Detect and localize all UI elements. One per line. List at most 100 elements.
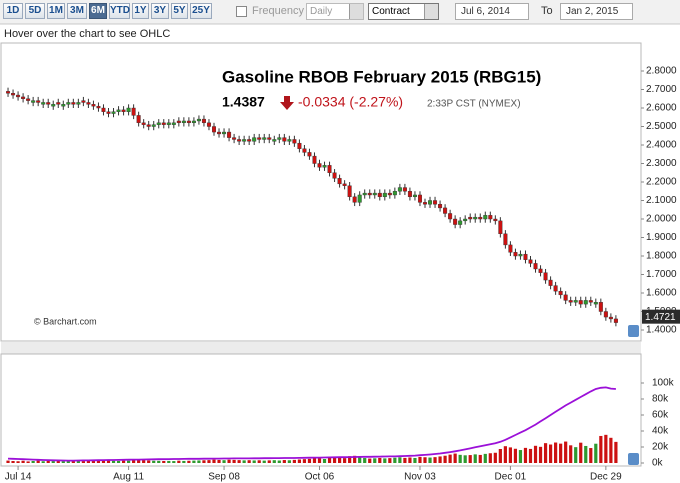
volume-bar	[162, 461, 166, 463]
candle-body	[111, 111, 116, 114]
volume-bar	[589, 448, 593, 463]
candle-body	[237, 139, 242, 142]
range-button[interactable]: 5D	[25, 3, 45, 19]
open-interest-line	[7, 386, 616, 462]
candle-body	[317, 163, 322, 168]
candle-body	[176, 120, 181, 124]
volume-bar	[343, 458, 347, 463]
volume-bar	[363, 458, 367, 463]
volume-bar	[418, 456, 422, 463]
candle-body	[468, 216, 473, 220]
range-button[interactable]: YTD	[109, 3, 130, 19]
volume-bar	[579, 442, 583, 463]
volume-tick-label: 60k	[652, 410, 669, 421]
volume-bar	[383, 458, 387, 463]
candle-body	[6, 91, 11, 94]
candle-body	[217, 131, 222, 135]
range-button[interactable]: 6M	[89, 3, 107, 19]
volume-bar	[559, 443, 563, 463]
volume-bar	[403, 457, 407, 463]
candle-body	[277, 137, 282, 140]
range-button[interactable]: 3M	[67, 3, 87, 19]
contract-select[interactable]: Contract	[368, 3, 439, 20]
volume-bar	[212, 459, 216, 463]
frequency-select[interactable]: Daily	[306, 3, 364, 20]
volume-bar	[478, 454, 482, 463]
volume-bar	[508, 447, 513, 463]
frequency-checkbox[interactable]	[236, 6, 247, 17]
range-button[interactable]: 1Y	[132, 3, 149, 19]
candle-body	[106, 111, 111, 114]
candle-body	[227, 131, 232, 138]
volume-bar	[378, 457, 382, 463]
volume-bar	[16, 461, 20, 463]
candle-body	[433, 200, 438, 205]
candle-body	[26, 98, 31, 101]
volume-bar	[543, 443, 548, 463]
candle-body	[367, 192, 372, 196]
candle-body	[583, 300, 588, 305]
candle-body	[382, 192, 387, 198]
to-date[interactable]: Jan 2, 2015	[560, 3, 633, 20]
volume-bar	[594, 443, 598, 463]
volume-bar	[348, 456, 352, 463]
from-date[interactable]: Jul 6, 2014	[455, 3, 529, 20]
y-tick-label: 2.3000	[646, 158, 677, 169]
candle-body	[86, 102, 91, 105]
price-badge-label: 1.4721	[645, 312, 676, 323]
candle-body	[407, 191, 412, 198]
candle-body	[458, 220, 463, 225]
range-button[interactable]: 5Y	[171, 3, 188, 19]
candle-body	[412, 194, 417, 198]
candle-body	[36, 100, 41, 103]
candle-body	[598, 302, 603, 312]
range-button[interactable]: 1M	[47, 3, 65, 19]
candle-body	[141, 122, 146, 125]
candle-body	[307, 152, 312, 157]
x-tick-label: Jul 14	[5, 472, 32, 483]
candle-body	[548, 279, 553, 286]
chart-title: Gasoline RBOB February 2015 (RBG15)	[222, 67, 541, 86]
candle-body	[272, 139, 277, 142]
panel-separator	[1, 342, 641, 354]
volume-bar	[599, 435, 603, 463]
candle-body	[156, 122, 161, 125]
candle-body	[473, 216, 478, 220]
candle-body	[146, 124, 151, 127]
candle-body	[503, 233, 508, 246]
x-tick-label: Sep 08	[208, 472, 240, 483]
volume-bar	[267, 460, 271, 463]
candle-body	[508, 244, 513, 253]
scroll-button[interactable]	[628, 453, 639, 465]
candle-body	[191, 120, 196, 124]
candle-body	[292, 139, 297, 144]
volume-bar	[61, 461, 65, 463]
range-button[interactable]: 1D	[3, 3, 23, 19]
volume-bar	[297, 459, 302, 463]
range-button[interactable]: 3Y	[151, 3, 169, 19]
candle-body	[438, 204, 443, 209]
volume-bar	[132, 459, 136, 463]
y-tick-label: 2.7000	[646, 84, 677, 95]
volume-bar	[56, 460, 60, 463]
candle-body	[242, 139, 247, 142]
range-button[interactable]: 25Y	[190, 3, 212, 19]
volume-bar	[207, 460, 211, 463]
candle-body	[116, 109, 121, 112]
volume-bar	[172, 461, 176, 463]
price-badge	[642, 309, 680, 324]
volume-bar	[81, 461, 85, 463]
candle-body	[196, 118, 201, 122]
candle-body	[553, 285, 558, 292]
volume-bar	[292, 459, 296, 463]
volume-bar	[332, 457, 337, 463]
candle-body	[578, 300, 583, 305]
scroll-button[interactable]	[628, 325, 639, 337]
y-tick-label: 2.6000	[646, 103, 677, 114]
candle-body	[493, 218, 498, 222]
credit: © Barchart.com	[34, 316, 97, 326]
candle-body	[488, 215, 493, 220]
volume-bar	[423, 457, 427, 463]
volume-bar	[6, 460, 10, 463]
